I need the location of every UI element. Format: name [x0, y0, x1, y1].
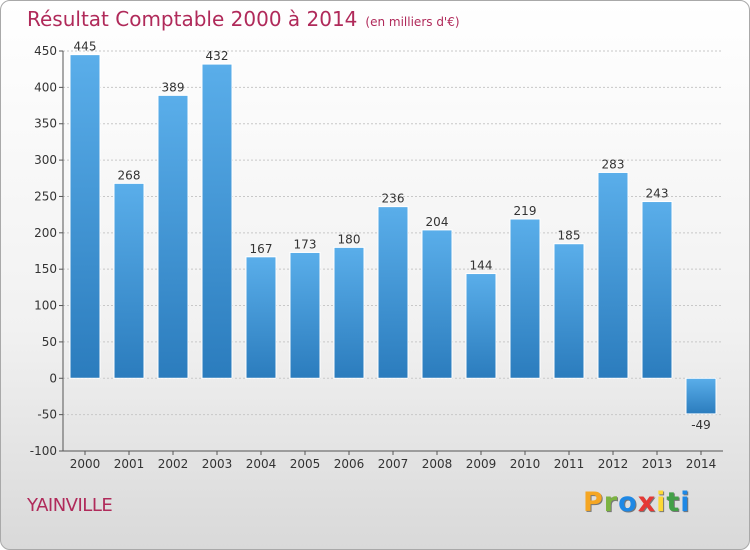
- data-label: 236: [382, 192, 405, 206]
- y-tick-label: 100: [34, 299, 57, 313]
- x-tick-label: 2013: [642, 457, 673, 471]
- data-label: 180: [338, 232, 361, 246]
- y-tick-label: 400: [34, 80, 57, 94]
- data-label: 173: [294, 237, 317, 251]
- y-tick-label: -100: [30, 444, 57, 458]
- bar: [509, 218, 541, 379]
- x-tick-label: 2012: [598, 457, 629, 471]
- chart-unit: (en milliers d'€): [365, 15, 460, 29]
- data-label: 185: [558, 229, 581, 243]
- bar: [377, 206, 409, 379]
- data-label: 268: [118, 168, 141, 182]
- y-tick-label: -50: [37, 408, 57, 422]
- x-tick-label: 2009: [466, 457, 497, 471]
- x-tick-label: 2006: [334, 457, 365, 471]
- data-label: 445: [74, 40, 97, 54]
- logo-letter: i: [680, 487, 691, 518]
- logo-letter: r: [603, 487, 619, 518]
- y-tick-label: 150: [34, 262, 57, 276]
- data-label: 432: [206, 49, 229, 63]
- bar: [685, 377, 717, 415]
- y-tick-label: 250: [34, 189, 57, 203]
- bar: [333, 246, 365, 379]
- logo-letter: P: [583, 487, 604, 518]
- bar: [553, 243, 585, 379]
- y-axis: -100 -50 0 50 100 150 200 250 300 350 400 450: [30, 44, 64, 458]
- data-label: 283: [602, 157, 625, 171]
- x-tick-label: 2003: [202, 457, 233, 471]
- logo-letter: o: [618, 487, 638, 518]
- x-tick-label: 2002: [158, 457, 189, 471]
- bar: [69, 54, 101, 379]
- data-label: 144: [470, 259, 493, 273]
- bar: [245, 256, 277, 379]
- x-tick-label: 2007: [378, 457, 409, 471]
- proxiti-logo: Proxiti: [583, 487, 691, 518]
- x-tick-label: 2000: [70, 457, 101, 471]
- x-tick-label: 2011: [554, 457, 585, 471]
- data-label: 219: [514, 204, 537, 218]
- bar: [597, 171, 629, 379]
- x-axis: 2000 2001 2002 2003 2004 2005 2006 2007 2008 2009…: [63, 450, 723, 471]
- x-tick-label: 2001: [114, 457, 145, 471]
- data-label: 243: [646, 187, 669, 201]
- y-tick-label: 0: [49, 371, 57, 385]
- y-tick-label: 50: [42, 335, 57, 349]
- bar: [289, 251, 321, 379]
- data-label: 389: [162, 80, 185, 94]
- data-label: 167: [250, 242, 273, 256]
- commune-name: YAINVILLE: [27, 495, 113, 516]
- logo-letter: i: [656, 487, 667, 518]
- x-tick-label: 2010: [510, 457, 541, 471]
- bars: [69, 54, 717, 415]
- chart-title-text: Résultat Comptable 2000 à 2014: [27, 7, 358, 31]
- data-labels: 445 268 389 432 167 173 180 236 204 144 219 185 283 2…: [74, 40, 711, 432]
- y-tick-label: 200: [34, 226, 57, 240]
- logo-letter: x: [637, 487, 657, 518]
- y-tick-label: 300: [34, 153, 57, 167]
- y-tick-label: 350: [34, 117, 57, 131]
- bar: [465, 273, 497, 379]
- bar: [421, 229, 453, 379]
- bar: [641, 201, 673, 379]
- bar: [201, 63, 233, 379]
- bar: [157, 94, 189, 379]
- data-label: 204: [426, 215, 449, 229]
- y-tick-label: 450: [34, 44, 57, 58]
- x-tick-label: 2014: [686, 457, 717, 471]
- bar: [113, 182, 145, 379]
- x-tick-label: 2004: [246, 457, 277, 471]
- data-label: -49: [691, 418, 711, 432]
- chart-title: Résultat Comptable 2000 à 2014 (en millie…: [27, 7, 460, 31]
- x-tick-label: 2005: [290, 457, 321, 471]
- logo-letter: t: [666, 487, 681, 518]
- x-tick-label: 2008: [422, 457, 453, 471]
